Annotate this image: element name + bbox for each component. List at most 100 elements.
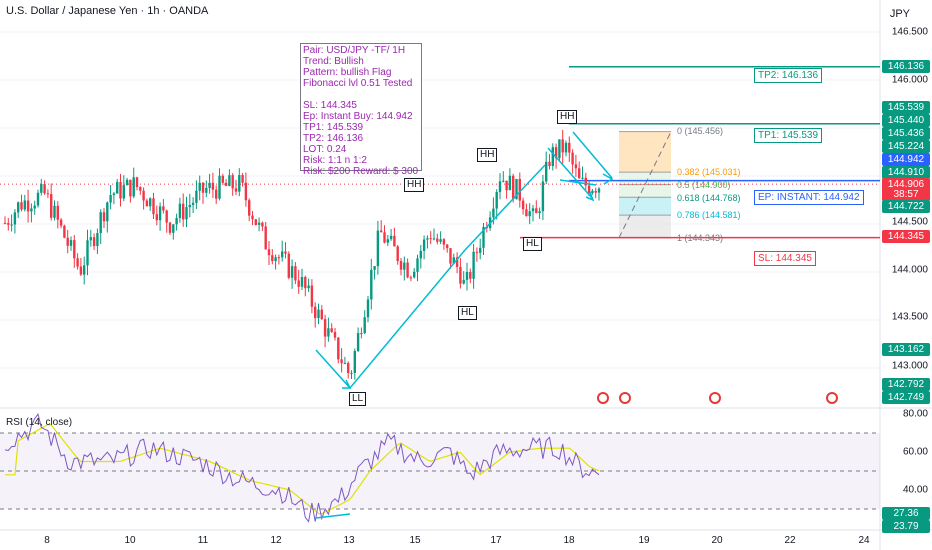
arrow-head (602, 173, 614, 185)
sl-label: SL: 144.345 (754, 251, 816, 266)
candle-body (571, 152, 574, 165)
candle-body (257, 222, 261, 225)
candle-body (347, 363, 350, 373)
price-tag: 145.436 (882, 127, 930, 140)
candle-body (218, 175, 221, 199)
candle-body (449, 248, 452, 264)
candle-body (436, 238, 439, 242)
candle-body (340, 359, 343, 364)
candle-body (10, 224, 13, 226)
candle-body (224, 182, 228, 186)
wave-label-hh: HH (557, 110, 578, 124)
x-tick: 8 (44, 535, 50, 546)
candle-body (238, 175, 241, 192)
candle-body (406, 262, 409, 278)
candle-body (578, 168, 581, 179)
candle-body (261, 222, 264, 227)
price-tag: 144.942 (882, 153, 930, 166)
candle-body (442, 239, 446, 245)
candle-body (99, 212, 102, 234)
candle-body (432, 238, 436, 240)
candle-body (472, 251, 475, 279)
candle-body (281, 251, 284, 258)
event-icon[interactable] (619, 392, 631, 404)
candle-body (551, 147, 554, 167)
trade-info-box: Pair: USD/JPY -TF/ 1H Trend: Bullish Pat… (300, 43, 422, 177)
candle-body (234, 188, 238, 192)
candle-body (79, 266, 83, 275)
rsi-line (4, 413, 600, 523)
wave-label-hh: HH (404, 178, 425, 192)
price-tag: 144.910 (882, 166, 930, 179)
event-icon[interactable] (597, 392, 609, 404)
candle-body (386, 239, 389, 243)
rsi-divergence-line (315, 513, 351, 519)
fib-level: 1 (144.343) (677, 233, 724, 243)
candle-body (63, 225, 66, 238)
fib-zone (619, 197, 671, 216)
y-tick: 144.500 (891, 216, 928, 228)
candle-body (73, 240, 76, 259)
candle-body (50, 194, 53, 218)
info-line (303, 89, 419, 100)
info-line: LOT: 0.24 (303, 144, 347, 155)
candle-body (373, 266, 376, 270)
candle-body (531, 208, 535, 212)
event-icon[interactable] (709, 392, 721, 404)
info-line: Fibonacci lvl 0.51 Tested (303, 78, 413, 89)
candle-body (548, 161, 551, 167)
candle-body (535, 208, 538, 214)
event-icon[interactable] (826, 392, 838, 404)
candle-body (191, 202, 195, 205)
candle-body (125, 179, 129, 186)
candle-body (462, 279, 465, 284)
candle-body (69, 240, 73, 246)
candle-body (96, 233, 99, 247)
x-tick: 11 (197, 535, 209, 546)
candle-body (475, 251, 479, 253)
candle-body (455, 257, 459, 267)
y-tick: 143.500 (891, 311, 928, 323)
candle-body (310, 285, 314, 307)
candle-body (182, 203, 185, 220)
candle-body (185, 207, 188, 220)
candle-body (122, 185, 125, 199)
wave-label-ll: LL (349, 392, 367, 406)
candle-body (538, 211, 541, 214)
candle-body (254, 219, 257, 225)
candle-body (383, 232, 386, 243)
candle-body (83, 265, 86, 275)
candle-body (518, 178, 521, 201)
candle-body (465, 271, 469, 280)
candle-body (581, 177, 584, 179)
candle-body (469, 271, 472, 279)
price-tag: 146.136 (882, 60, 930, 73)
candle-body (452, 257, 455, 264)
candle-body (363, 317, 366, 334)
fib-level: 0.5 (144.900) (677, 180, 731, 190)
y-tick: 144.000 (891, 264, 928, 276)
candle-body (502, 180, 505, 182)
info-line: Pair: USD/JPY -TF/ 1H (303, 45, 406, 56)
candle-body (290, 266, 294, 278)
y-tick: 143.000 (891, 360, 928, 372)
fib-level: 0.618 (144.768) (677, 193, 741, 203)
candle-body (482, 226, 485, 248)
candle-body (396, 246, 399, 261)
candle-body (558, 139, 561, 159)
candle-body (135, 177, 139, 188)
arrow-head (342, 379, 352, 389)
candle-body (158, 206, 162, 221)
candle-body (152, 198, 155, 215)
x-tick: 22 (784, 535, 796, 546)
candle-body (416, 258, 419, 272)
candle-body (221, 175, 224, 183)
candle-body (248, 200, 251, 216)
candle-body (294, 266, 297, 281)
candle-body (119, 182, 122, 199)
candle-body (172, 224, 175, 233)
entry-label: EP: INSTANT: 144.942 (754, 190, 864, 205)
candle-body (495, 191, 498, 209)
tp2-label: TP2: 146.136 (754, 68, 823, 83)
